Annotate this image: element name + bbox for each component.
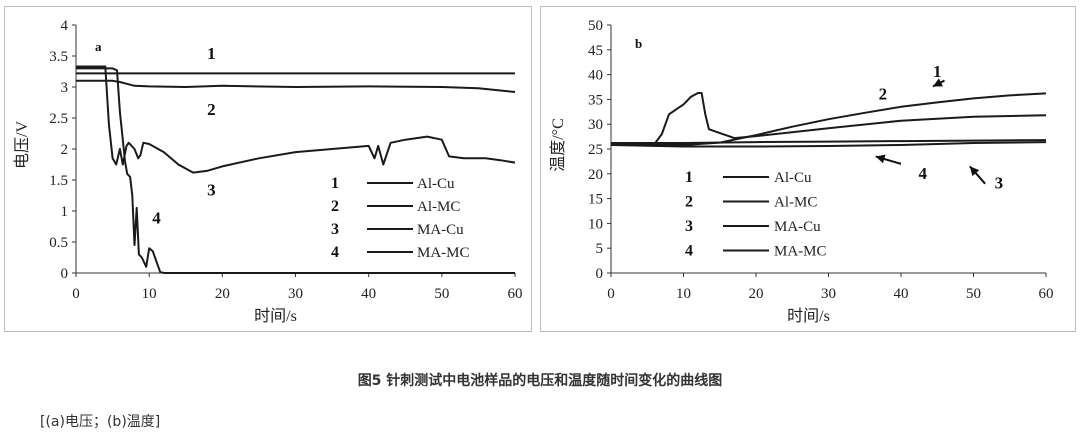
legend-number: 3 xyxy=(331,221,339,238)
curve-label-4: 4 xyxy=(152,208,161,227)
temperature-chart: 0 5 10 15 20 25 30 35 40 45 50 0 10 20 30 40 50 60 时间/s 温度/… xyxy=(549,18,1054,325)
x-tick-label: 30 xyxy=(821,286,836,302)
x-tick-label: 0 xyxy=(607,286,615,302)
legend-label: Al-MC xyxy=(417,199,460,215)
x-tick-label: 10 xyxy=(676,286,691,302)
y-tick-label: 2.5 xyxy=(49,111,68,127)
panel-label: a xyxy=(95,39,102,54)
curve-label-1: 1 xyxy=(933,62,942,81)
series-line-3 xyxy=(611,139,1047,144)
legend-label: Al-MC xyxy=(774,195,817,211)
legend-label: Al-Cu xyxy=(774,170,812,186)
x-tick-label: 30 xyxy=(288,286,303,302)
legend-number: 2 xyxy=(685,194,693,211)
x-tick-label: 50 xyxy=(434,286,449,302)
curve-label-2: 2 xyxy=(879,84,888,103)
temperature-chart-panel: 0 5 10 15 20 25 30 35 40 45 50 0 10 20 30 40 50 60 时间/s 温度/… xyxy=(540,6,1076,332)
y-tick-label: 30 xyxy=(588,117,603,133)
x-tick-label: 10 xyxy=(142,286,157,302)
y-tick-label: 40 xyxy=(588,68,603,84)
arrow-head-icon xyxy=(875,154,886,164)
y-tick-label: 1.5 xyxy=(49,173,68,189)
x-tick-label: 60 xyxy=(508,286,523,302)
x-tick-label: 40 xyxy=(361,286,376,302)
y-tick-label: 10 xyxy=(588,216,603,232)
x-tick-label: 20 xyxy=(749,286,764,302)
legend-label: Al-Cu xyxy=(417,176,455,192)
legend-label: MA-Cu xyxy=(417,222,464,238)
legend-number: 2 xyxy=(331,198,339,215)
y-tick-label: 50 xyxy=(588,18,603,34)
panel-label: b xyxy=(635,36,642,51)
curve-label-3: 3 xyxy=(995,174,1004,193)
series-line-4 xyxy=(76,67,515,274)
x-tick-label: 50 xyxy=(966,286,981,302)
y-tick-label: 0.5 xyxy=(49,235,68,251)
x-tick-label: 0 xyxy=(72,286,80,302)
series-line-1 xyxy=(610,92,1047,145)
voltage-chart-panel: 0 0.5 1 1.5 2 2.5 3 3.5 4 0 10 20 30 40 50 60 时间/s 电压/V a 1… xyxy=(4,6,532,332)
arrow-head-icon xyxy=(969,166,980,177)
curve-label-1: 1 xyxy=(207,44,216,63)
y-tick-label: 4 xyxy=(61,18,69,34)
y-tick-label: 35 xyxy=(588,92,603,108)
series-line-4 xyxy=(610,141,1047,148)
y-tick-label: 5 xyxy=(596,241,604,257)
y-tick-label: 0 xyxy=(596,266,604,282)
y-tick-label: 3.5 xyxy=(49,49,68,65)
y-tick-label: 25 xyxy=(588,142,603,158)
x-tick-label: 20 xyxy=(215,286,230,302)
curve-label-4: 4 xyxy=(919,164,928,183)
legend-number: 1 xyxy=(331,175,339,192)
y-tick-label: 45 xyxy=(588,43,603,59)
x-axis-label: 时间/s xyxy=(787,307,830,325)
figure-caption: 图5 针刺测试中电池样品的电压和温度随时间变化的曲线图 xyxy=(357,373,723,389)
arrow-head-icon xyxy=(932,78,943,87)
legend-number: 4 xyxy=(331,244,339,261)
legend-label: MA-Cu xyxy=(774,219,821,235)
series-line-2 xyxy=(610,92,1047,146)
y-tick-label: 20 xyxy=(588,167,603,183)
y-axis-label: 电压/V xyxy=(13,121,31,169)
legend-number: 1 xyxy=(685,169,693,186)
y-tick-label: 2 xyxy=(61,142,69,158)
x-tick-label: 40 xyxy=(894,286,909,302)
figure-subcaption: [(a)电压；(b)温度] xyxy=(40,414,161,430)
legend-number: 4 xyxy=(685,243,693,260)
series-line-3 xyxy=(76,65,516,174)
y-tick-label: 1 xyxy=(61,204,69,220)
legend-number: 3 xyxy=(685,218,693,235)
x-axis-label: 时间/s xyxy=(254,307,297,325)
legend-label: MA-MC xyxy=(774,244,827,260)
y-tick-label: 0 xyxy=(61,266,69,282)
curve-label-2: 2 xyxy=(207,100,216,119)
series-line-2 xyxy=(76,79,516,93)
x-tick-label: 60 xyxy=(1039,286,1054,302)
y-axis-label: 温度/°C xyxy=(549,118,567,172)
legend-label: MA-MC xyxy=(417,245,470,261)
y-tick-label: 15 xyxy=(588,192,603,208)
y-tick-label: 3 xyxy=(61,80,69,96)
curve-label-3: 3 xyxy=(207,181,216,200)
